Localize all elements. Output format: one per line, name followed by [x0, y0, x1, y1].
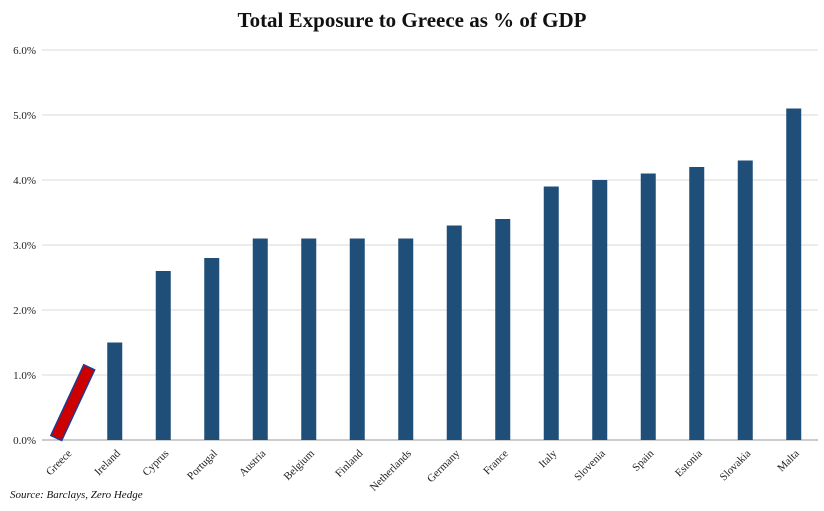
x-tick-label: Italy	[537, 447, 560, 470]
bar-greece-highlight	[49, 363, 96, 442]
x-tick-label: Malta	[775, 448, 802, 475]
x-tick-label: Estonia	[673, 448, 705, 480]
x-tick-label: France	[481, 448, 511, 478]
bar-netherlands	[398, 238, 414, 440]
x-tick-label: Cyprus	[140, 448, 171, 479]
y-tick-label: 1.0%	[13, 370, 36, 382]
x-tick-label: Greece	[44, 448, 75, 479]
bar-france	[495, 219, 511, 440]
x-tick-label: Netherlands	[368, 448, 414, 494]
bar-finland	[349, 238, 365, 440]
chart-title: Total Exposure to Greece as % of GDP	[237, 8, 587, 32]
bar-germany	[446, 225, 462, 440]
y-tick-label: 4.0%	[13, 175, 36, 187]
x-tick-label: Slovakia	[718, 448, 754, 484]
x-tick-label: Belgium	[282, 447, 318, 483]
x-tick-label: Ireland	[92, 447, 123, 478]
bar-belgium	[301, 238, 317, 440]
bar-austria	[252, 238, 268, 440]
chart-source: Source: Barclays, Zero Hedge	[10, 489, 143, 501]
bar-portugal	[204, 258, 220, 440]
x-tick-label: Slovenia	[572, 448, 608, 484]
x-tick-label: Spain	[630, 447, 657, 474]
y-tick-label: 0.0%	[13, 435, 36, 447]
bar-slovakia	[737, 160, 753, 440]
bar-ireland	[107, 342, 123, 440]
bar-italy	[543, 186, 559, 440]
y-tick-label: 3.0%	[13, 240, 36, 252]
x-tick-label: Austria	[237, 448, 268, 479]
y-tick-label: 6.0%	[13, 45, 36, 57]
x-tick-label: Germany	[425, 447, 463, 485]
x-tick-label: Portugal	[185, 448, 220, 483]
y-tick-label: 5.0%	[13, 110, 36, 122]
bar-estonia	[689, 167, 705, 440]
bar-spain	[640, 173, 656, 440]
bar-malta	[786, 108, 802, 440]
y-tick-label: 2.0%	[13, 305, 36, 317]
x-tick-label: Finland	[333, 447, 366, 480]
bar-slovenia	[592, 180, 608, 440]
bar-cyprus	[155, 271, 171, 440]
